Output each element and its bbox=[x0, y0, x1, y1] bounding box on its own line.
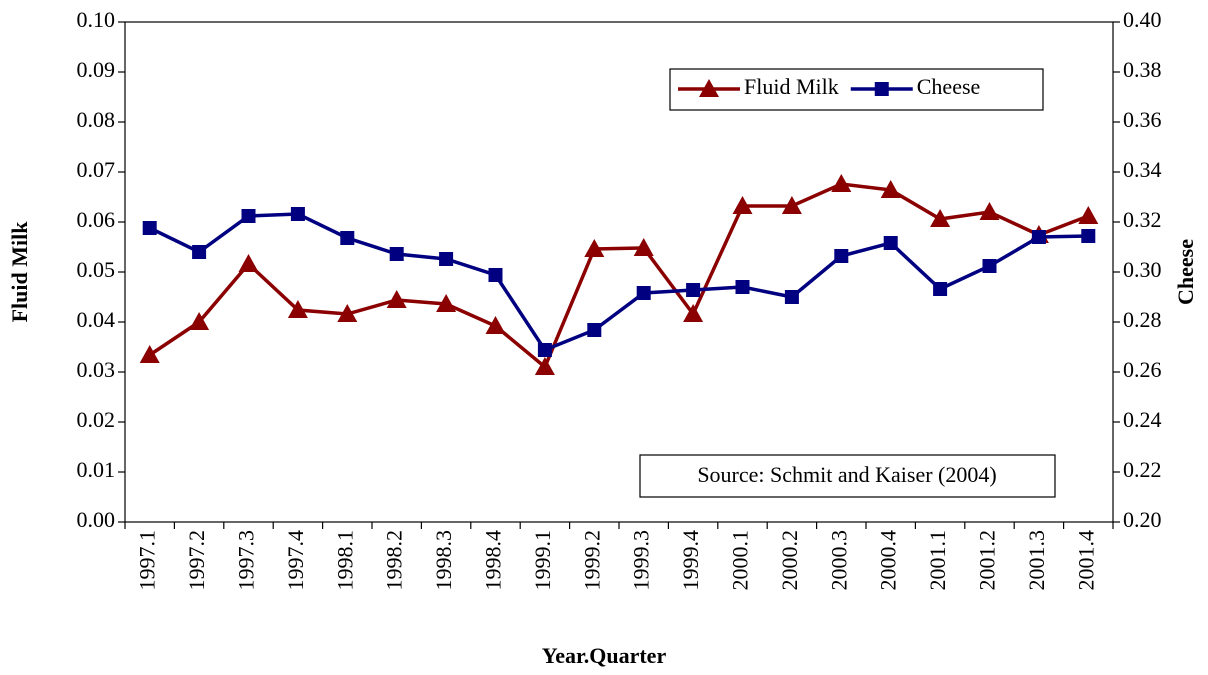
x-tick-label: 1997.4 bbox=[283, 530, 308, 591]
data-point bbox=[238, 254, 259, 272]
x-tick-label: 2000.1 bbox=[728, 530, 753, 591]
series-line bbox=[148, 182, 1089, 370]
x-axis-title: Year.Quarter bbox=[542, 643, 667, 668]
data-point bbox=[386, 290, 407, 308]
data-point bbox=[340, 231, 355, 245]
data-point bbox=[290, 207, 305, 221]
data-point bbox=[781, 196, 802, 214]
y-tick-label: 0.40 bbox=[1123, 7, 1162, 32]
data-point bbox=[883, 236, 898, 250]
y-tick-label: 0.04 bbox=[77, 307, 116, 332]
y2-axis-title: Cheese bbox=[1173, 239, 1198, 305]
data-point bbox=[1081, 229, 1096, 243]
y-tick-label: 0.03 bbox=[77, 357, 116, 382]
y-tick-label: 0.28 bbox=[1123, 307, 1162, 332]
data-point bbox=[1031, 230, 1046, 244]
y-tick-label: 0.38 bbox=[1123, 57, 1162, 82]
data-point bbox=[732, 196, 753, 214]
y-tick-label: 0.08 bbox=[77, 107, 116, 132]
data-point bbox=[139, 345, 160, 363]
data-point bbox=[933, 282, 948, 296]
series-line bbox=[148, 212, 1089, 353]
y-tick-label: 0.30 bbox=[1123, 257, 1162, 282]
data-point bbox=[488, 268, 503, 282]
legend-label: Cheese bbox=[917, 74, 981, 99]
y-tick-label: 0.00 bbox=[77, 507, 116, 532]
x-tick-label: 1999.4 bbox=[678, 530, 703, 591]
legend-marker bbox=[874, 82, 889, 96]
x-tick-label: 1999.2 bbox=[579, 530, 604, 591]
y-tick-label: 0.34 bbox=[1123, 157, 1162, 182]
data-point bbox=[241, 209, 256, 223]
annotation-box bbox=[639, 454, 1056, 498]
y-tick-label: 0.20 bbox=[1123, 507, 1162, 532]
data-point bbox=[979, 202, 1000, 220]
data-point bbox=[192, 245, 207, 259]
y-axis-title: Fluid Milk bbox=[7, 221, 32, 323]
data-point bbox=[389, 247, 404, 261]
data-point bbox=[735, 280, 750, 294]
x-tick-label: 1998.1 bbox=[332, 530, 357, 591]
data-point bbox=[930, 209, 951, 227]
legend-marker bbox=[699, 79, 719, 97]
y-tick-label: 0.01 bbox=[77, 457, 116, 482]
data-point bbox=[683, 304, 704, 322]
data-point bbox=[831, 174, 852, 192]
x-tick-label: 2000.2 bbox=[777, 530, 802, 591]
y-tick-label: 0.24 bbox=[1123, 407, 1162, 432]
data-point bbox=[189, 312, 210, 330]
data-point bbox=[982, 259, 997, 273]
x-tick-label: 2001.3 bbox=[1024, 530, 1049, 591]
data-point bbox=[880, 180, 901, 198]
y-tick-label: 0.32 bbox=[1123, 207, 1162, 232]
y-tick-label: 0.10 bbox=[77, 7, 116, 32]
y-tick-label: 0.26 bbox=[1123, 357, 1162, 382]
data-point bbox=[439, 252, 454, 266]
y-tick-label: 0.05 bbox=[77, 257, 116, 282]
y-tick-label: 0.06 bbox=[77, 207, 116, 232]
data-point bbox=[633, 238, 654, 256]
data-point bbox=[287, 300, 308, 318]
data-point bbox=[537, 343, 552, 357]
data-point bbox=[686, 283, 701, 297]
x-tick-label: 2000.4 bbox=[876, 530, 901, 591]
annotation: Source: Schmit and Kaiser (2004) bbox=[697, 462, 996, 487]
legend-label: Fluid Milk bbox=[744, 74, 839, 99]
data-point bbox=[784, 290, 799, 304]
x-tick-label: 1997.2 bbox=[184, 530, 209, 591]
y-tick-label: 0.22 bbox=[1123, 457, 1162, 482]
x-tick-label: 2001.1 bbox=[925, 530, 950, 591]
y-tick-label: 0.36 bbox=[1123, 107, 1162, 132]
data-point bbox=[587, 323, 602, 337]
x-tick-label: 2000.3 bbox=[826, 530, 851, 591]
data-point bbox=[337, 304, 358, 322]
x-tick-label: 2001.2 bbox=[975, 530, 1000, 591]
x-tick-label: 1998.2 bbox=[382, 530, 407, 591]
y-tick-label: 0.09 bbox=[77, 57, 116, 82]
x-tick-label: 1999.1 bbox=[530, 530, 555, 591]
data-point bbox=[584, 239, 605, 257]
data-point bbox=[485, 316, 506, 334]
x-tick-label: 1997.3 bbox=[234, 530, 259, 591]
data-point bbox=[636, 286, 651, 300]
data-point bbox=[142, 221, 157, 235]
y-tick-label: 0.07 bbox=[77, 157, 116, 182]
data-point bbox=[834, 249, 849, 263]
data-point bbox=[1078, 206, 1099, 224]
y-tick-label: 0.02 bbox=[77, 407, 116, 432]
x-tick-label: 1997.1 bbox=[135, 530, 160, 591]
x-tick-label: 1998.3 bbox=[431, 530, 456, 591]
x-tick-label: 1999.3 bbox=[629, 530, 654, 591]
data-point bbox=[534, 357, 555, 375]
x-tick-label: 2001.4 bbox=[1073, 530, 1098, 591]
data-point bbox=[436, 294, 457, 312]
x-tick-label: 1998.4 bbox=[481, 530, 506, 591]
